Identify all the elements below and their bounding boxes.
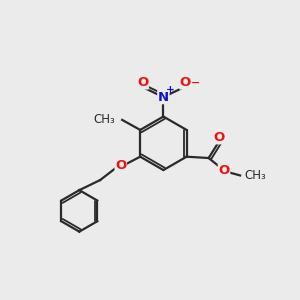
Text: O: O [115,159,126,172]
Text: O: O [137,76,148,89]
Text: O: O [218,164,230,177]
Text: N: N [158,91,169,103]
Text: CH₃: CH₃ [244,169,266,182]
Text: CH₃: CH₃ [94,113,116,126]
Text: −: − [191,77,200,87]
Text: O: O [180,76,191,89]
Text: +: + [167,85,175,95]
Text: O: O [213,131,224,144]
